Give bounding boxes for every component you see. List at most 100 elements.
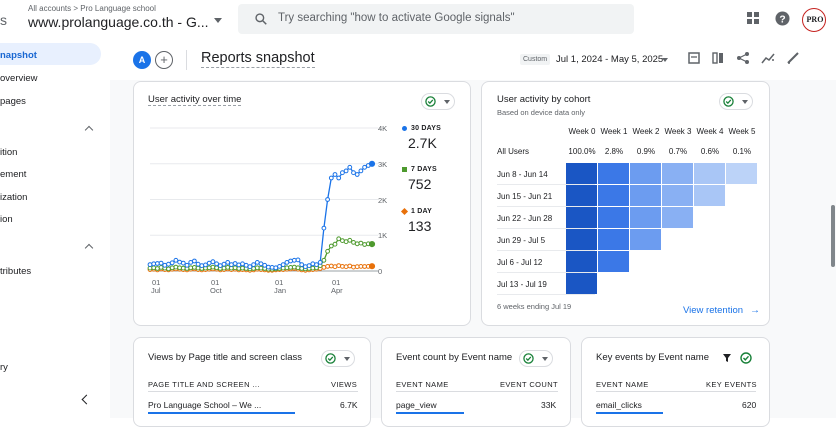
cohort-cell[interactable] bbox=[630, 185, 661, 206]
data-point[interactable] bbox=[173, 264, 179, 270]
data-point[interactable] bbox=[291, 257, 297, 263]
data-point[interactable] bbox=[214, 261, 219, 267]
data-point[interactable] bbox=[180, 265, 186, 271]
data-point[interactable] bbox=[299, 266, 305, 271]
data-point[interactable] bbox=[180, 260, 186, 266]
data-point[interactable] bbox=[188, 265, 194, 271]
data-point[interactable] bbox=[173, 257, 179, 263]
data-point[interactable] bbox=[280, 262, 286, 268]
data-point[interactable] bbox=[199, 263, 205, 269]
card-options-pill[interactable] bbox=[519, 350, 553, 367]
account-avatar[interactable]: PRO bbox=[802, 8, 826, 32]
property-dropdown-icon[interactable] bbox=[214, 18, 222, 23]
cohort-cell[interactable] bbox=[694, 185, 725, 206]
insights-icon[interactable] bbox=[761, 51, 775, 65]
data-point[interactable] bbox=[147, 262, 153, 268]
data-point[interactable] bbox=[351, 264, 356, 270]
data-point[interactable] bbox=[192, 265, 197, 270]
data-point[interactable] bbox=[328, 175, 334, 181]
data-point[interactable] bbox=[328, 243, 334, 249]
data-point[interactable] bbox=[368, 241, 376, 248]
data-point[interactable] bbox=[343, 264, 349, 270]
sidebar-item-0[interactable]: overview bbox=[0, 73, 38, 84]
cohort-cell[interactable] bbox=[662, 207, 693, 228]
data-point[interactable] bbox=[295, 257, 301, 263]
data-point[interactable] bbox=[151, 265, 157, 271]
view-retention-link[interactable]: View retention bbox=[683, 305, 744, 316]
data-point[interactable] bbox=[332, 172, 338, 177]
arrow-right-icon[interactable]: → bbox=[750, 305, 760, 316]
data-point[interactable] bbox=[354, 172, 360, 177]
data-point[interactable] bbox=[291, 264, 297, 270]
data-point[interactable] bbox=[195, 265, 201, 271]
comparison-avatar[interactable]: A bbox=[133, 51, 151, 69]
data-point[interactable] bbox=[317, 260, 323, 265]
table-row-label[interactable]: Pro Language School – We ... bbox=[148, 400, 262, 410]
data-point[interactable] bbox=[251, 266, 256, 271]
data-point[interactable] bbox=[184, 262, 190, 268]
data-point[interactable] bbox=[277, 264, 282, 269]
sidebar-item-active[interactable] bbox=[0, 43, 101, 65]
cohort-cell[interactable] bbox=[598, 251, 629, 272]
data-point[interactable] bbox=[351, 170, 356, 176]
data-point[interactable] bbox=[206, 265, 212, 271]
filter-icon[interactable] bbox=[722, 353, 732, 363]
cohort-cell[interactable] bbox=[598, 163, 629, 184]
sidebar-item-3[interactable]: ement bbox=[0, 169, 27, 180]
data-point[interactable] bbox=[158, 265, 164, 270]
card-options-pill[interactable] bbox=[421, 93, 455, 110]
sidebar-item-7[interactable]: ry bbox=[0, 362, 8, 373]
cohort-cell[interactable] bbox=[598, 207, 629, 228]
data-point[interactable] bbox=[358, 168, 364, 174]
data-point[interactable] bbox=[214, 265, 219, 271]
data-point[interactable] bbox=[232, 265, 238, 271]
sidebar-item-6[interactable]: tributes bbox=[0, 266, 32, 277]
data-point[interactable] bbox=[336, 175, 342, 181]
share-icon[interactable] bbox=[736, 51, 750, 65]
data-point[interactable] bbox=[347, 237, 353, 243]
data-point[interactable] bbox=[362, 242, 368, 247]
cohort-cell[interactable] bbox=[566, 229, 597, 250]
col-header-views[interactable]: VIEWS bbox=[331, 380, 358, 389]
data-point[interactable] bbox=[306, 263, 312, 269]
data-point[interactable] bbox=[210, 259, 216, 265]
col-header-event-name[interactable]: EVENT NAME bbox=[396, 380, 449, 389]
data-point[interactable] bbox=[336, 263, 342, 269]
data-point[interactable] bbox=[314, 262, 319, 268]
cohort-cell[interactable] bbox=[630, 229, 661, 250]
table-row-label[interactable]: page_view bbox=[396, 400, 437, 410]
data-point[interactable] bbox=[343, 168, 349, 174]
cohort-cell[interactable] bbox=[630, 163, 661, 184]
data-point[interactable] bbox=[354, 241, 360, 247]
card-options-pill[interactable] bbox=[321, 350, 355, 367]
data-point[interactable] bbox=[221, 261, 227, 267]
col-header-key-events[interactable]: KEY EVENTS bbox=[706, 380, 757, 389]
data-point[interactable] bbox=[262, 262, 268, 268]
data-point[interactable] bbox=[240, 265, 245, 271]
data-point[interactable] bbox=[362, 164, 368, 170]
help-icon[interactable]: ? bbox=[775, 11, 790, 26]
table-row-label[interactable]: email_clicks bbox=[596, 400, 642, 410]
col-header-event-count[interactable]: EVENT COUNT bbox=[500, 380, 559, 389]
date-range-picker[interactable]: Jul 1, 2024 - May 5, 2025 bbox=[556, 54, 664, 65]
customize-pencil-icon[interactable] bbox=[786, 51, 800, 65]
data-point[interactable] bbox=[225, 260, 231, 265]
cohort-cell[interactable] bbox=[598, 185, 629, 206]
data-point[interactable] bbox=[325, 197, 331, 202]
cohort-cell[interactable] bbox=[566, 207, 597, 228]
data-point[interactable] bbox=[325, 264, 331, 269]
data-point[interactable] bbox=[340, 170, 345, 176]
sidebar-item-2[interactable]: ition bbox=[0, 147, 18, 158]
data-point[interactable] bbox=[169, 260, 175, 266]
data-point[interactable] bbox=[169, 265, 175, 271]
property-selector[interactable]: www.prolanguage.co.th - G... bbox=[28, 14, 209, 30]
data-point[interactable] bbox=[321, 257, 327, 263]
data-point[interactable] bbox=[225, 265, 231, 270]
sidebar-item-1[interactable]: pages bbox=[0, 96, 26, 107]
cohort-cell[interactable] bbox=[566, 163, 597, 184]
data-point[interactable] bbox=[336, 236, 342, 242]
data-point[interactable] bbox=[295, 265, 301, 271]
data-point[interactable] bbox=[192, 258, 197, 264]
data-point[interactable] bbox=[310, 261, 316, 267]
col-header-page-title[interactable]: PAGE TITLE AND SCREEN ... bbox=[148, 380, 260, 389]
